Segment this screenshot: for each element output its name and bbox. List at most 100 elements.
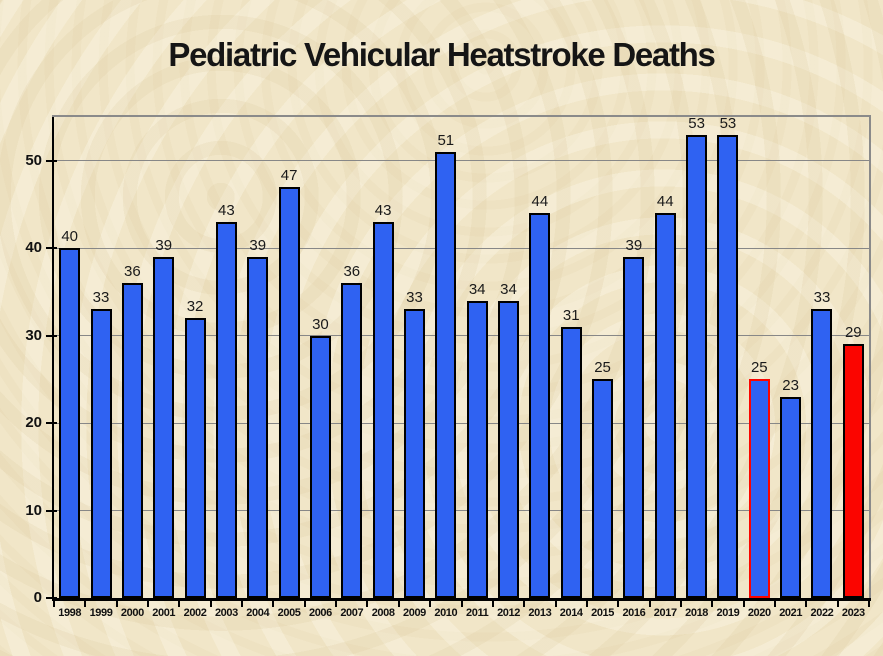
x-tick-label-2006: 2006 [309,607,332,619]
bar-value-label-2021: 23 [782,376,799,394]
x-axis-tick [397,601,400,607]
x-axis-tick [241,601,244,607]
bar-value-label-2004: 39 [249,236,267,254]
y-axis-tick-50 [46,159,57,162]
x-tick-label-1999: 1999 [89,607,113,619]
bar-value-label-2014: 31 [562,306,580,324]
x-axis-tick [585,601,588,607]
x-axis-tick [773,601,776,607]
bar-2022 [811,309,833,598]
bar-value-label-2023: 29 [844,324,862,342]
bar-value-label-2006: 30 [312,315,329,333]
bar-value-label-2019: 53 [719,114,737,132]
bar-2000 [121,283,143,598]
x-axis-tick [303,601,306,607]
x-tick-label-2021: 2021 [779,607,803,619]
bar-2009 [403,309,425,598]
x-tick-label-2001: 2001 [152,607,176,619]
bar-value-label-2001: 39 [155,236,173,254]
x-axis-tick [617,601,620,607]
bar-value-label-2009: 33 [406,289,423,307]
bar-2004 [247,256,269,598]
x-tick-label-2019: 2019 [716,607,740,619]
x-axis-tick [147,601,150,607]
plot-border-right [869,115,871,601]
bar-2007 [341,283,363,598]
x-axis-line [52,598,871,601]
x-tick-label-2017: 2017 [653,607,677,619]
gridline-40 [54,247,869,249]
x-tick-label-2010: 2010 [434,607,458,619]
bar-value-label-2007: 36 [343,263,361,281]
x-axis-tick [209,601,212,607]
gridline-30 [54,335,869,337]
bar-value-label-2011: 34 [468,280,486,298]
y-axis-line [52,117,54,598]
x-axis-tick [836,601,839,607]
bar-value-label-2016: 39 [625,236,643,254]
bar-value-label-2003: 43 [218,201,235,219]
bar-2020 [748,379,770,598]
bar-value-label-2002: 32 [186,298,204,316]
bar-2023 [842,344,864,598]
x-tick-label-2008: 2008 [371,607,395,619]
bar-2021 [780,396,802,598]
bar-value-label-2017: 44 [656,193,674,211]
x-axis-tick [742,601,745,607]
x-axis-tick [460,601,463,607]
x-tick-label-2004: 2004 [246,607,270,619]
y-tick-label-30: 30 [25,326,42,344]
bar-2012 [498,300,520,598]
x-tick-label-2000: 2000 [120,607,144,619]
x-tick-label-1998: 1998 [58,607,82,619]
bar-2011 [466,300,488,598]
bar-value-label-2000: 36 [124,263,141,281]
bar-value-label-1999: 33 [92,289,110,307]
y-tick-label-40: 40 [25,239,42,257]
x-tick-label-2007: 2007 [340,607,364,619]
bar-2014 [560,326,582,598]
x-tick-label-2002: 2002 [183,607,207,619]
x-tick-label-2012: 2012 [497,607,520,619]
bar-2002 [184,318,206,598]
bar-value-label-2008: 43 [374,201,392,219]
x-tick-label-2009: 2009 [403,607,426,619]
x-tick-label-2013: 2013 [528,607,552,619]
bar-2005 [278,186,300,598]
y-tick-label-10: 10 [25,501,42,519]
x-tick-label-2005: 2005 [277,607,301,619]
bar-2015 [592,379,614,598]
bar-value-label-2005: 47 [280,166,298,184]
x-tick-label-2022: 2022 [810,607,834,619]
x-axis-tick [711,601,714,607]
x-tick-label-2003: 2003 [214,607,238,619]
x-tick-label-2018: 2018 [685,607,709,619]
x-axis-tick [805,601,808,607]
bar-2018 [686,134,708,598]
bar-2001 [153,256,175,598]
bar-2003 [215,221,237,598]
y-axis-tick-10 [46,509,57,512]
x-axis-tick [429,601,432,607]
x-tick-label-2016: 2016 [622,607,646,619]
bar-2010 [435,151,457,598]
bar-value-label-2022: 33 [813,289,831,307]
bar-2017 [654,213,676,598]
x-axis-tick [178,601,181,607]
x-axis-tick [491,601,494,607]
chart-title: Pediatric Vehicular Heatstroke Deaths [168,36,715,73]
x-axis-tick [84,601,87,607]
x-axis-tick [554,601,557,607]
bar-value-label-2020: 25 [750,359,768,377]
x-tick-label-2014: 2014 [559,607,583,619]
y-axis-tick-30 [46,334,57,337]
y-axis-tick-0 [46,597,57,599]
x-tick-label-2011: 2011 [466,607,489,619]
plot-border-top [52,115,871,117]
bar-value-label-2013: 44 [531,193,549,211]
bar-value-label-2018: 53 [688,114,705,132]
bar-value-label-2012: 34 [500,280,517,298]
y-tick-label-20: 20 [25,414,42,432]
gridline-50 [54,160,869,162]
bar-2013 [529,213,551,598]
